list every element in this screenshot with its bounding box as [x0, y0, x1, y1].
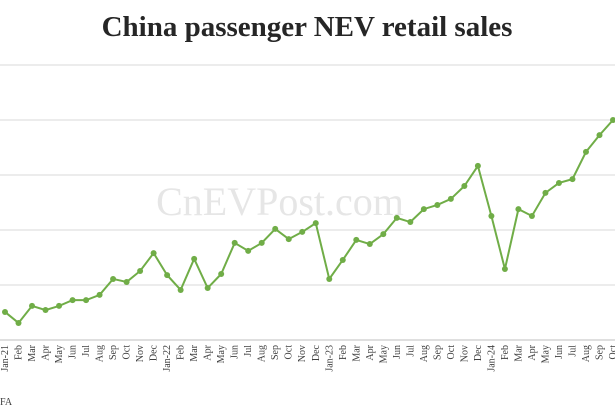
data-point — [393, 214, 400, 221]
x-tick-label: Jan-23 — [324, 345, 335, 372]
data-point — [582, 148, 589, 155]
data-point — [366, 241, 373, 248]
data-point — [69, 297, 76, 304]
x-tick-label: Feb — [176, 345, 187, 360]
data-point — [326, 275, 333, 282]
data-point — [83, 297, 90, 304]
data-point — [542, 189, 549, 196]
x-tick-label: Jan-24 — [486, 345, 497, 372]
data-point — [110, 275, 117, 282]
x-tick-label: Mar — [27, 344, 38, 361]
x-tick-label: Aug — [257, 345, 268, 362]
x-tick-label: Dec — [149, 344, 160, 361]
x-tick-label: Jan-21 — [0, 345, 11, 372]
x-tick-label: Sep — [270, 345, 281, 360]
data-point — [434, 201, 441, 208]
data-point — [29, 302, 36, 309]
x-tick-label: Jul — [81, 345, 92, 357]
x-tick-label: Jun — [230, 345, 241, 359]
data-point — [528, 212, 535, 219]
x-tick-label: Apr — [41, 344, 52, 360]
data-point — [380, 231, 387, 238]
x-tick-label: Sep — [108, 345, 119, 360]
x-tick-label: Aug — [419, 345, 430, 362]
x-tick-label: Apr — [365, 344, 376, 360]
data-point — [137, 267, 144, 274]
x-tick-label: Jun — [68, 345, 79, 359]
x-tick-label: Nov — [135, 345, 146, 362]
data-point — [218, 271, 225, 277]
data-point — [610, 117, 615, 123]
x-tick-label: Oct — [284, 345, 295, 360]
x-tick-label: Apr — [527, 344, 538, 360]
x-tick-label: Feb — [14, 345, 25, 360]
data-point — [285, 236, 292, 243]
data-point — [15, 319, 22, 326]
data-point — [42, 307, 49, 314]
data-point — [164, 272, 171, 279]
data-point — [501, 266, 508, 273]
x-tick-label: Aug — [95, 345, 106, 362]
data-point — [150, 250, 157, 257]
data-point — [123, 278, 130, 285]
data-point — [420, 206, 427, 213]
data-point — [447, 195, 454, 202]
chart-title: China passenger NEV retail sales — [102, 11, 513, 43]
x-tick-label: Mar — [351, 344, 362, 361]
x-tick-label: May — [216, 345, 227, 363]
data-point — [488, 212, 495, 219]
data-point — [245, 247, 252, 254]
x-tick-label: May — [540, 345, 551, 363]
x-tick-label: Aug — [581, 345, 592, 362]
data-point — [231, 239, 238, 246]
data-point — [2, 308, 8, 315]
x-tick-label: Nov — [459, 345, 470, 362]
data-point — [339, 256, 346, 263]
data-point — [312, 220, 319, 227]
x-tick-label: Oct — [608, 345, 615, 360]
x-tick-label: Sep — [594, 345, 605, 360]
x-tick-label: May — [54, 345, 65, 363]
x-tick-label: Jul — [243, 345, 254, 357]
x-tick-label: Apr — [203, 344, 214, 360]
data-point — [258, 239, 265, 246]
x-tick-label: Feb — [338, 345, 349, 360]
data-point — [353, 236, 360, 243]
data-point — [515, 206, 522, 213]
source-note: FA — [0, 397, 13, 408]
data-point — [474, 162, 481, 169]
data-point — [407, 219, 414, 226]
x-tick-label: Mar — [189, 344, 200, 361]
data-point — [596, 132, 603, 139]
data-point — [555, 179, 562, 186]
data-point — [191, 255, 198, 262]
x-tick-label: Feb — [500, 345, 511, 360]
data-point — [56, 302, 63, 309]
data-point — [299, 228, 306, 235]
data-point — [461, 183, 468, 189]
x-tick-label: Sep — [432, 345, 443, 360]
x-tick-label: Dec — [473, 344, 484, 361]
x-tick-label: Jul — [405, 345, 416, 357]
x-tick-label: Mar — [513, 344, 524, 361]
x-tick-label: Jun — [554, 345, 565, 359]
x-tick-label: Oct — [446, 345, 457, 360]
series-line — [4, 119, 614, 325]
data-point — [204, 285, 211, 292]
x-tick-label: Jun — [392, 345, 403, 359]
watermark: CnEVPost.com — [156, 179, 404, 224]
x-tick-label: Oct — [122, 345, 133, 360]
x-tick-label: May — [378, 345, 389, 363]
x-tick-label: Dec — [311, 344, 322, 361]
x-tick-label: Jul — [567, 345, 578, 357]
data-point — [177, 286, 184, 293]
data-point — [272, 225, 279, 232]
data-point — [569, 176, 576, 183]
x-tick-label: Jan-22 — [162, 345, 173, 372]
data-point — [96, 291, 103, 298]
x-tick-label: Nov — [297, 345, 308, 362]
